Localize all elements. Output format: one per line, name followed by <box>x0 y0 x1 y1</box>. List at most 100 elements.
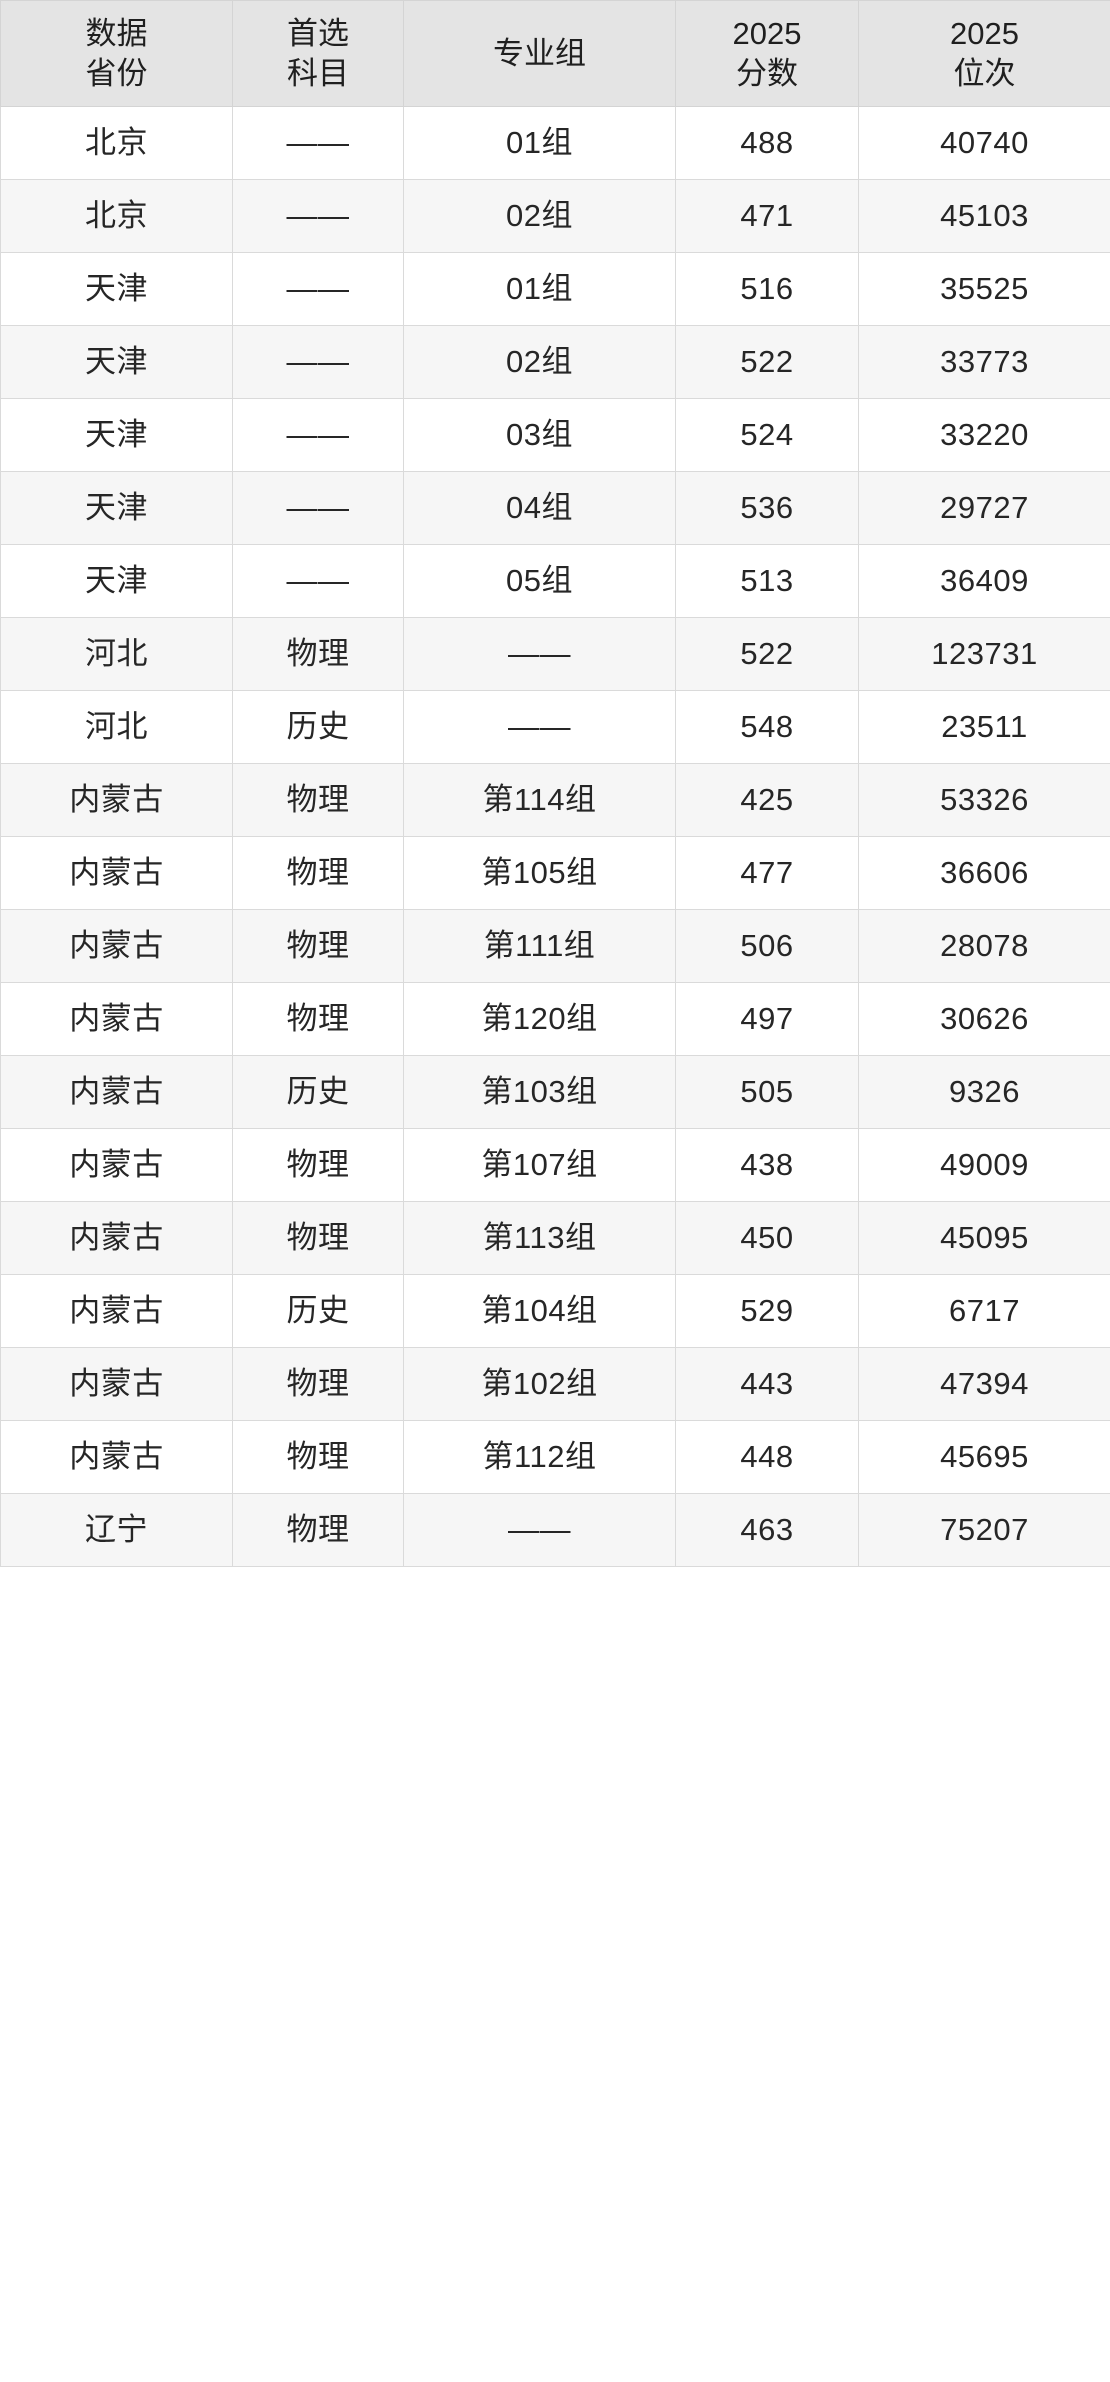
cell-subject: 历史 <box>232 690 404 764</box>
cell-group: 01组 <box>403 252 676 326</box>
cell-province: 内蒙古 <box>0 909 233 983</box>
table-header: 数据 省份 首选 科目 专业组 2025 分数 2025 位次 <box>0 0 1110 107</box>
table-row: 天津 —— 03组 524 33220 <box>0 398 1110 472</box>
column-header-group: 专业组 <box>403 0 676 107</box>
cell-subject: —— <box>232 544 404 618</box>
cell-province: 河北 <box>0 690 233 764</box>
cell-rank: 23511 <box>858 690 1110 764</box>
cell-score: 536 <box>675 471 859 545</box>
cell-province: 天津 <box>0 544 233 618</box>
cell-province: 河北 <box>0 617 233 691</box>
cell-rank: 36606 <box>858 836 1110 910</box>
cell-group: 02组 <box>403 179 676 253</box>
column-header-province: 数据 省份 <box>0 0 233 107</box>
cell-score: 548 <box>675 690 859 764</box>
cell-province: 内蒙古 <box>0 1128 233 1202</box>
cell-group: 03组 <box>403 398 676 472</box>
column-header-subject: 首选 科目 <box>232 0 404 107</box>
cell-province: 北京 <box>0 106 233 180</box>
cell-subject: 物理 <box>232 1493 404 1567</box>
table-row: 辽宁 物理 —— 463 75207 <box>0 1493 1110 1567</box>
cell-rank: 45103 <box>858 179 1110 253</box>
cell-rank: 53326 <box>858 763 1110 837</box>
cell-group: 第104组 <box>403 1274 676 1348</box>
table-row: 内蒙古 物理 第113组 450 45095 <box>0 1201 1110 1275</box>
cell-score: 477 <box>675 836 859 910</box>
column-header-province-line-2: 省份 <box>85 55 148 91</box>
cell-province: 天津 <box>0 325 233 399</box>
cell-group: —— <box>403 690 676 764</box>
cell-province: 天津 <box>0 471 233 545</box>
cell-group: 第111组 <box>403 909 676 983</box>
cell-subject: 历史 <box>232 1055 404 1129</box>
cell-subject: —— <box>232 106 404 180</box>
cell-group: 02组 <box>403 325 676 399</box>
cell-subject: —— <box>232 325 404 399</box>
cell-score: 425 <box>675 763 859 837</box>
cell-subject: 物理 <box>232 982 404 1056</box>
cell-group: —— <box>403 617 676 691</box>
cell-subject: 物理 <box>232 1420 404 1494</box>
cell-group: 05组 <box>403 544 676 618</box>
table-row: 天津 —— 05组 513 36409 <box>0 544 1110 618</box>
cell-province: 内蒙古 <box>0 1055 233 1129</box>
column-header-province-line-1: 数据 <box>85 15 148 51</box>
cell-province: 天津 <box>0 252 233 326</box>
column-header-group-line-1: 专业组 <box>493 35 586 71</box>
cell-province: 北京 <box>0 179 233 253</box>
table-row: 北京 —— 01组 488 40740 <box>0 106 1110 180</box>
table-row: 内蒙古 历史 第103组 505 9326 <box>0 1055 1110 1129</box>
cell-rank: 36409 <box>858 544 1110 618</box>
cell-rank: 28078 <box>858 909 1110 983</box>
cell-group: 第107组 <box>403 1128 676 1202</box>
cell-subject: 历史 <box>232 1274 404 1348</box>
cell-subject: —— <box>232 398 404 472</box>
column-header-rank-line-1: 2025 <box>950 15 1019 51</box>
cell-subject: 物理 <box>232 909 404 983</box>
column-header-rank: 2025 位次 <box>858 0 1110 107</box>
cell-subject: 物理 <box>232 836 404 910</box>
cell-group: 第113组 <box>403 1201 676 1275</box>
cell-group: 第105组 <box>403 836 676 910</box>
cell-rank: 30626 <box>858 982 1110 1056</box>
cell-group: —— <box>403 1493 676 1567</box>
cell-province: 内蒙古 <box>0 763 233 837</box>
cell-group: 第114组 <box>403 763 676 837</box>
cell-subject: 物理 <box>232 1347 404 1421</box>
cell-rank: 40740 <box>858 106 1110 180</box>
cell-score: 506 <box>675 909 859 983</box>
cell-rank: 49009 <box>858 1128 1110 1202</box>
table-row: 天津 —— 04组 536 29727 <box>0 471 1110 545</box>
column-header-subject-line-2: 科目 <box>287 55 349 91</box>
table-row: 天津 —— 02组 522 33773 <box>0 325 1110 399</box>
cell-subject: —— <box>232 179 404 253</box>
cell-group: 第103组 <box>403 1055 676 1129</box>
cell-score: 443 <box>675 1347 859 1421</box>
cell-rank: 47394 <box>858 1347 1110 1421</box>
cell-province: 内蒙古 <box>0 982 233 1056</box>
cell-score: 450 <box>675 1201 859 1275</box>
cell-group: 第120组 <box>403 982 676 1056</box>
cell-province: 内蒙古 <box>0 1347 233 1421</box>
cell-subject: —— <box>232 252 404 326</box>
cell-rank: 9326 <box>858 1055 1110 1129</box>
table-row: 天津 —— 01组 516 35525 <box>0 252 1110 326</box>
cell-rank: 6717 <box>858 1274 1110 1348</box>
cell-rank: 45095 <box>858 1201 1110 1275</box>
cell-group: 第112组 <box>403 1420 676 1494</box>
cell-rank: 123731 <box>858 617 1110 691</box>
table-row: 河北 物理 —— 522 123731 <box>0 617 1110 691</box>
table-row: 内蒙古 物理 第107组 438 49009 <box>0 1128 1110 1202</box>
table-row: 内蒙古 物理 第112组 448 45695 <box>0 1420 1110 1494</box>
cell-subject: —— <box>232 471 404 545</box>
column-header-score-line-2: 分数 <box>736 55 798 91</box>
cell-score: 448 <box>675 1420 859 1494</box>
cell-score: 522 <box>675 325 859 399</box>
cell-province: 内蒙古 <box>0 1201 233 1275</box>
cell-province: 内蒙古 <box>0 836 233 910</box>
column-header-rank-line-2: 位次 <box>953 55 1016 91</box>
cell-subject: 物理 <box>232 1128 404 1202</box>
table-row: 内蒙古 物理 第114组 425 53326 <box>0 763 1110 837</box>
cell-subject: 物理 <box>232 1201 404 1275</box>
table-row: 北京 —— 02组 471 45103 <box>0 179 1110 253</box>
